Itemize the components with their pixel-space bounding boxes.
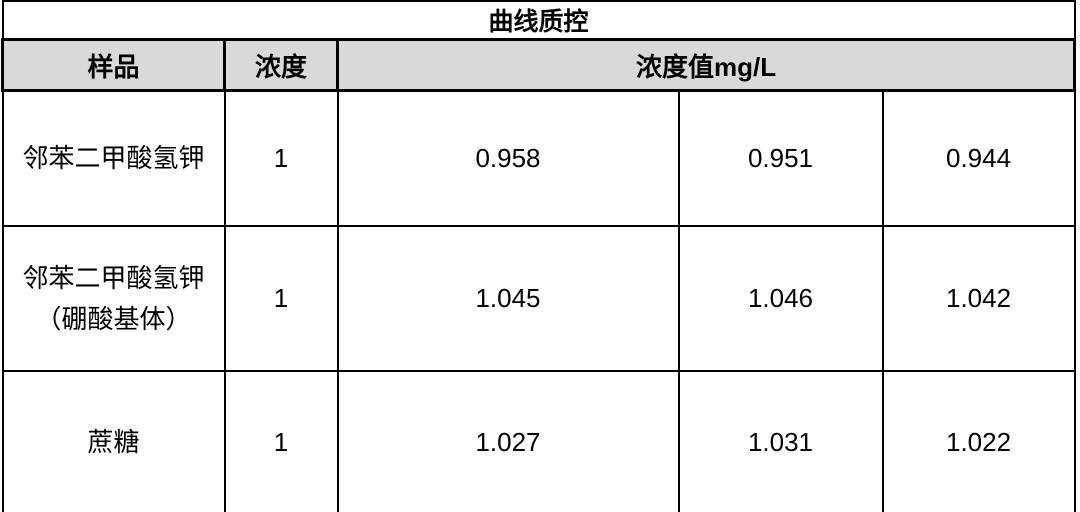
concentration-cell: 1 bbox=[223, 225, 339, 372]
table-row: 邻苯二甲酸氢钾 （硼酸基体） 1 1.045 1.046 1.042 bbox=[1, 225, 1076, 372]
sample-name: 邻苯二甲酸氢钾 bbox=[22, 143, 205, 174]
table-header-row: 样品 浓度 浓度值mg/L bbox=[1, 38, 1077, 92]
value-cell: 1.022 bbox=[881, 370, 1076, 512]
header-concentration: 浓度 bbox=[223, 38, 339, 92]
value-cell: 1.045 bbox=[336, 225, 680, 372]
sample-cell: 邻苯二甲酸氢钾 bbox=[1, 89, 226, 227]
sample-cell: 蔗糖 bbox=[1, 370, 226, 512]
sample-name: 邻苯二甲酸氢钾 bbox=[22, 263, 205, 294]
value-cell: 0.958 bbox=[336, 89, 680, 227]
value-cell: 0.944 bbox=[881, 89, 1076, 227]
sample-cell: 邻苯二甲酸氢钾 （硼酸基体） bbox=[1, 225, 226, 372]
header-sample: 样品 bbox=[1, 38, 226, 92]
table-row: 蔗糖 1 1.027 1.031 1.022 bbox=[1, 370, 1076, 512]
table-title-row: 曲线质控 bbox=[1, 0, 1076, 41]
value-cell: 1.046 bbox=[677, 225, 884, 372]
header-concentration-values: 浓度值mg/L bbox=[335, 38, 1077, 92]
table-title: 曲线质控 bbox=[1, 0, 1076, 41]
table-row: 邻苯二甲酸氢钾 1 0.958 0.951 0.944 bbox=[1, 89, 1076, 227]
sample-name-line2: （硼酸基体） bbox=[35, 303, 192, 334]
value-cell: 1.042 bbox=[881, 225, 1076, 372]
value-cell: 1.027 bbox=[336, 370, 680, 512]
concentration-cell: 1 bbox=[223, 89, 339, 227]
sample-name: 蔗糖 bbox=[87, 426, 140, 457]
value-cell: 1.031 bbox=[677, 370, 884, 512]
value-cell: 0.951 bbox=[677, 89, 884, 227]
concentration-cell: 1 bbox=[223, 370, 339, 512]
